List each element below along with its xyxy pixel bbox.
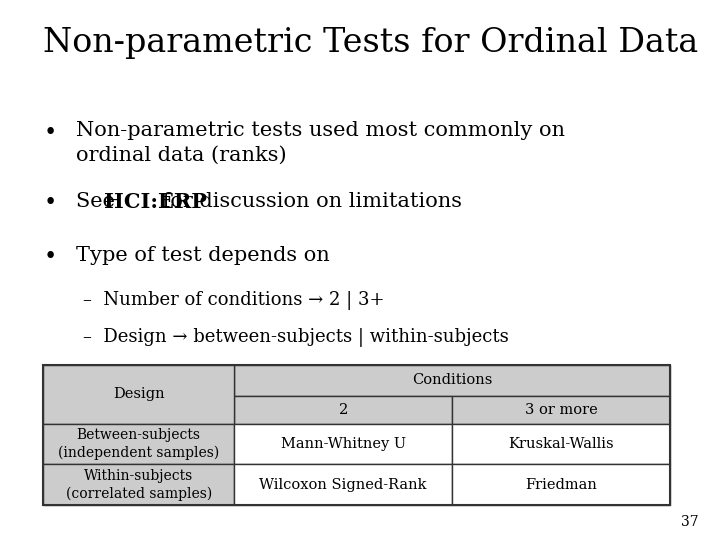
Text: Within-subjects
(correlated samples): Within-subjects (correlated samples)	[66, 469, 212, 501]
Bar	[43, 424, 234, 464]
Text: •: •	[43, 192, 56, 214]
Text: 2: 2	[338, 403, 348, 417]
Text: Design: Design	[113, 387, 165, 401]
Bar	[234, 464, 452, 505]
Text: Non-parametric tests used most commonly on
ordinal data (ranks): Non-parametric tests used most commonly …	[76, 122, 564, 165]
Text: Mann-Whitney U: Mann-Whitney U	[281, 437, 406, 451]
Bar	[234, 396, 452, 424]
Bar	[43, 464, 234, 505]
Text: Friedman: Friedman	[525, 478, 597, 491]
Text: •: •	[43, 246, 56, 268]
Bar	[234, 364, 670, 396]
Text: –  Number of conditions → 2 | 3+: – Number of conditions → 2 | 3+	[83, 291, 384, 309]
Bar	[452, 464, 670, 505]
Text: HCI:ERP: HCI:ERP	[104, 192, 207, 212]
Text: Conditions: Conditions	[412, 373, 492, 387]
Bar	[43, 364, 670, 505]
Text: Non-parametric Tests for Ordinal Data: Non-parametric Tests for Ordinal Data	[43, 27, 698, 59]
Text: 3 or more: 3 or more	[525, 403, 598, 417]
Text: Type of test depends on: Type of test depends on	[76, 246, 329, 265]
Text: Between-subjects
(independent samples): Between-subjects (independent samples)	[58, 428, 220, 460]
Text: Wilcoxon Signed-Rank: Wilcoxon Signed-Rank	[259, 478, 427, 491]
Text: Kruskal-Wallis: Kruskal-Wallis	[508, 437, 613, 451]
Text: 37: 37	[681, 515, 698, 529]
Text: •: •	[43, 122, 56, 144]
Bar	[452, 396, 670, 424]
Text: for discussion on limitations: for discussion on limitations	[156, 192, 462, 211]
Bar	[452, 424, 670, 464]
Bar	[234, 424, 452, 464]
Text: See: See	[76, 192, 121, 211]
Text: –  Design → between-subjects | within-subjects: – Design → between-subjects | within-sub…	[83, 328, 508, 347]
Bar	[43, 364, 234, 424]
